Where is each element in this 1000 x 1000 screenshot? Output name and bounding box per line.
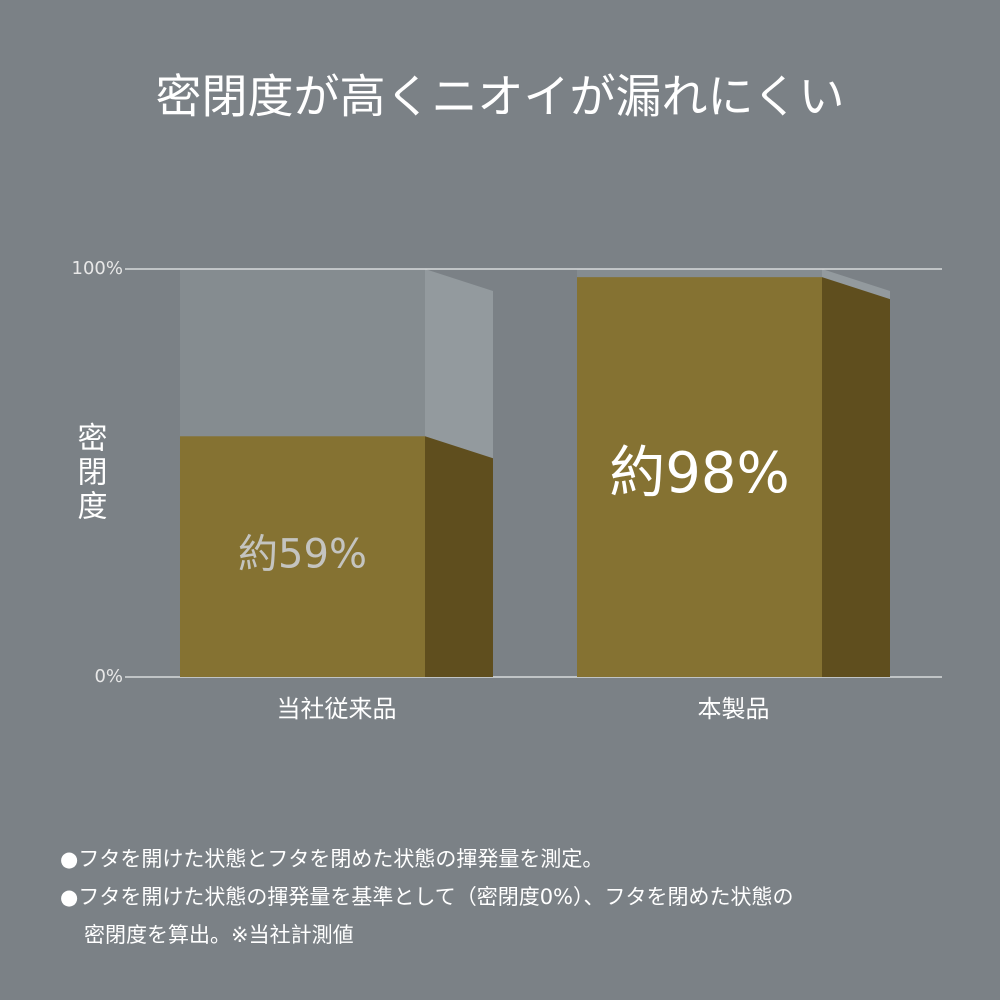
footnote: 密閉度を算出。※当社計測値 — [84, 923, 354, 947]
bar-group — [180, 436, 425, 677]
bar-side — [425, 436, 493, 677]
bar-group — [577, 277, 822, 677]
y-tick-label: 0% — [94, 666, 123, 687]
bar — [577, 277, 822, 677]
value-label: 約98% — [609, 441, 789, 506]
footnote: ●フタを開けた状態の揮発量を基準として（密閉度0%）、フタを閉めた状態の — [60, 885, 794, 909]
y-axis-label: 密閉度 — [72, 422, 107, 524]
value-label: 約59% — [238, 532, 367, 578]
x-tick-label: 当社従来品 — [277, 695, 397, 723]
footnote: ●フタを開けた状態とフタを閉めた状態の揮発量を測定。 — [60, 847, 603, 871]
x-tick-label: 本製品 — [698, 695, 770, 723]
bar — [180, 436, 425, 677]
chart-title: 密閉度が高くニオイが漏れにくい — [155, 70, 844, 124]
y-tick-label: 100% — [72, 258, 123, 279]
bar-side — [822, 277, 890, 677]
